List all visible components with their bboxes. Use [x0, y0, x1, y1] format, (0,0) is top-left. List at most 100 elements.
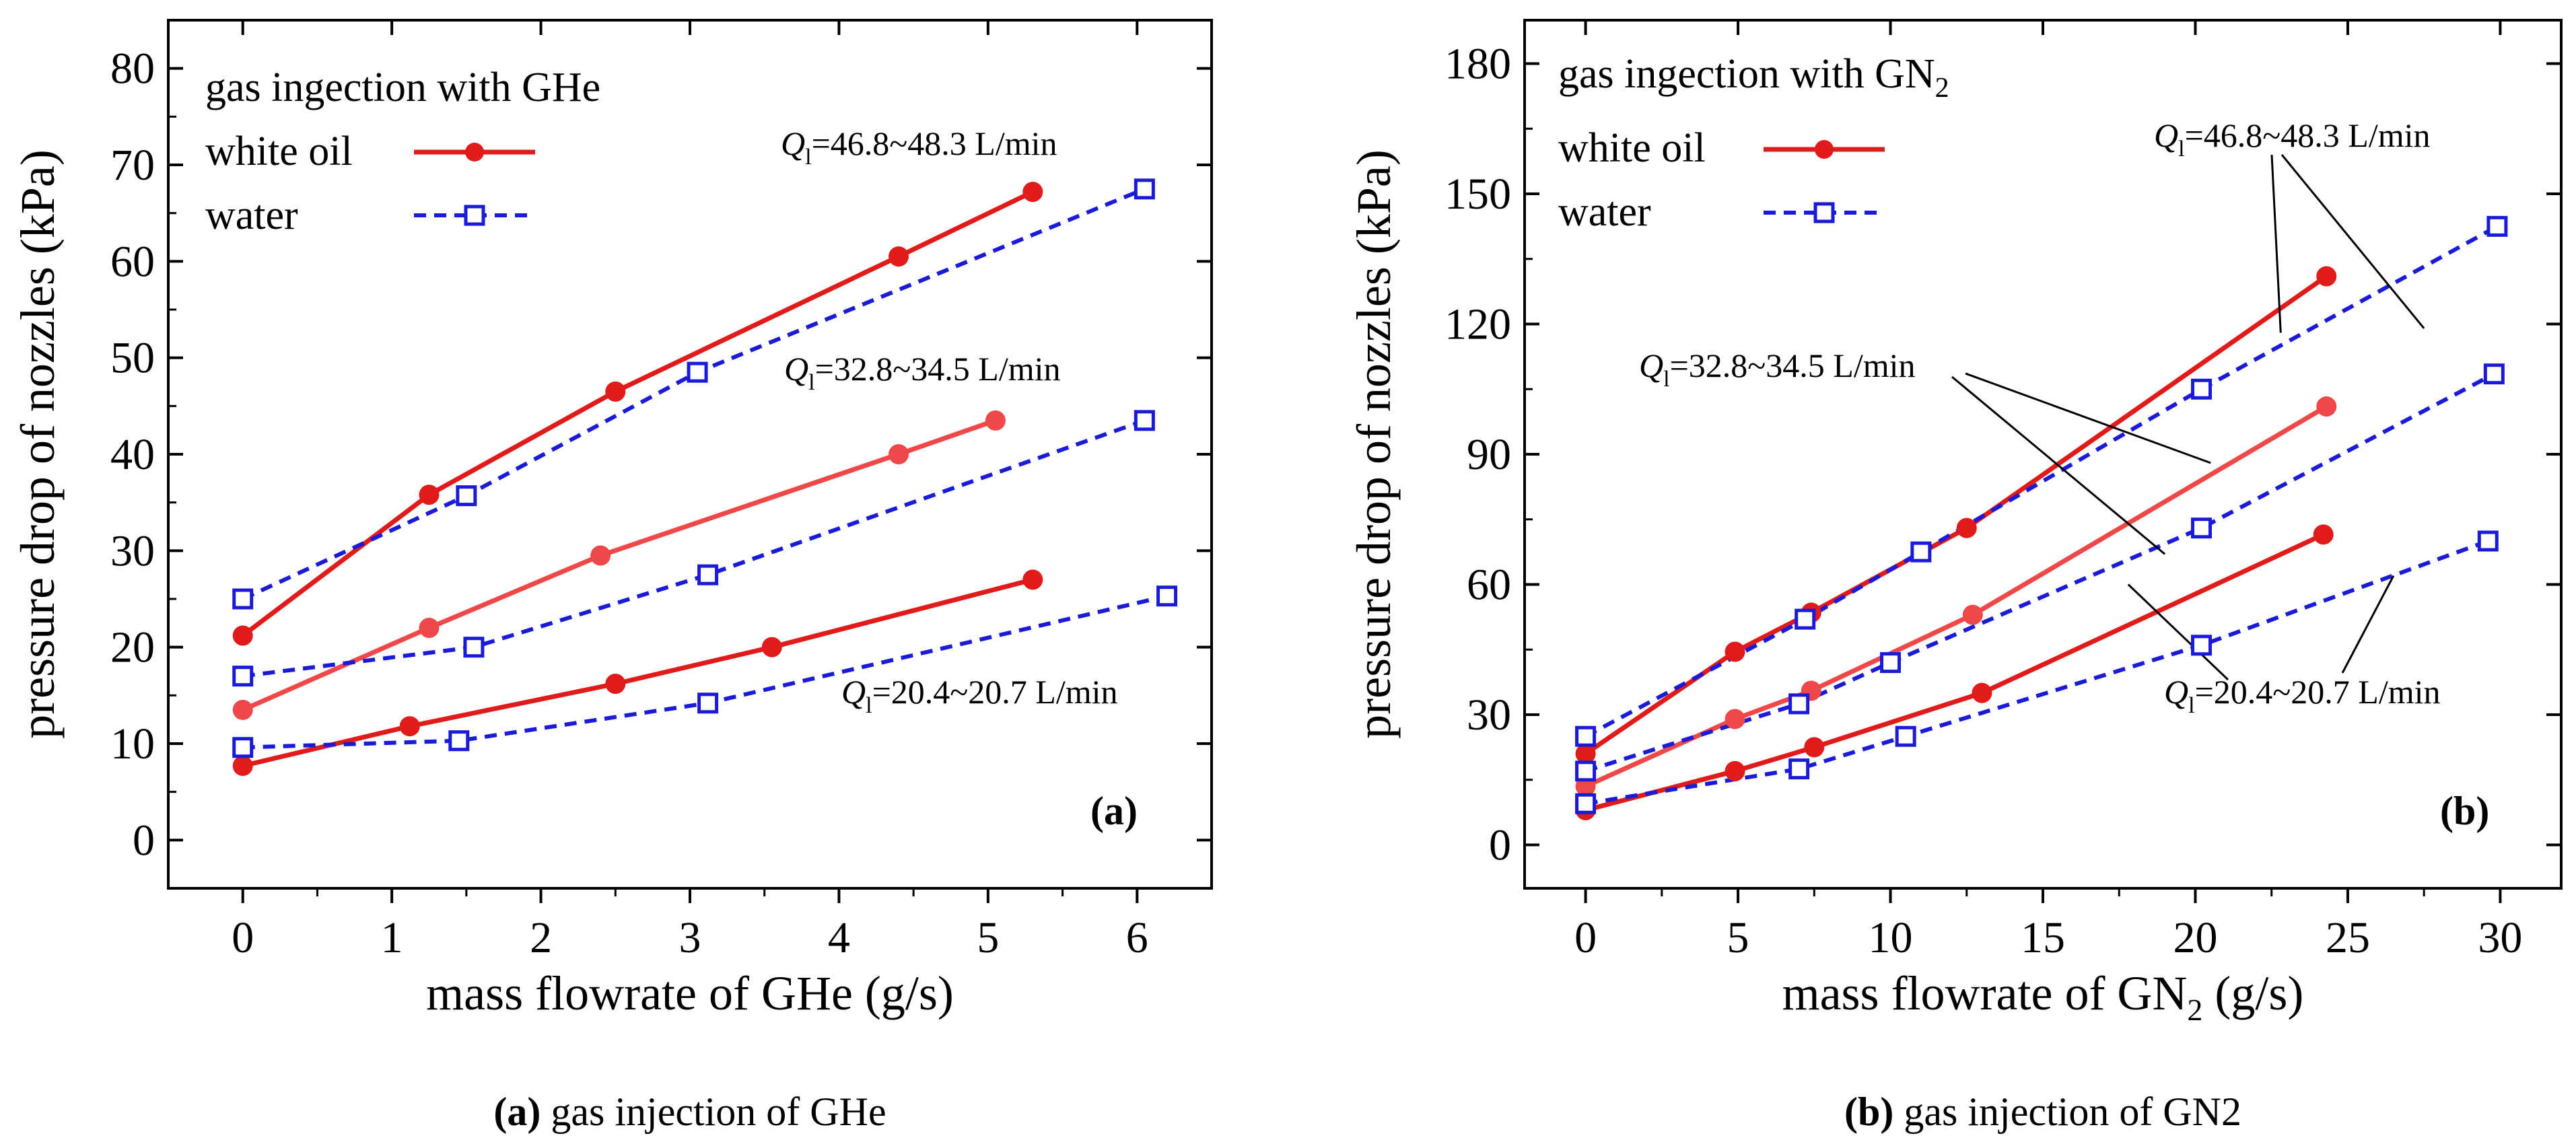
- data-point-water-4-b: [1788, 693, 1810, 715]
- series-line-white-oil-1-b: [1585, 404, 2328, 789]
- caption-b: (b) gas injection of GN2: [1844, 1090, 2241, 1134]
- x-tick-label-a: 4: [828, 913, 850, 962]
- data-point-water-4-b: [2191, 518, 2213, 539]
- data-point-water-3-b: [1910, 541, 1932, 563]
- data-point-water-5-b: [1575, 793, 1597, 814]
- x-tick-label-b: 5: [1727, 913, 1749, 962]
- legend-marker-white-oil-b: [1815, 140, 1834, 159]
- annotation-leaders-b: [1951, 154, 2425, 681]
- annotation-leader-line: [2270, 154, 2282, 333]
- y-axis-title-b: pressure drop of nozzles (kPa): [1347, 149, 1401, 739]
- annotation-leader-line: [2281, 154, 2425, 329]
- data-point-water-5-a: [448, 730, 470, 752]
- data-point-water-4-b: [1880, 652, 1902, 674]
- data-point-white-oil-0-a: [1022, 182, 1043, 203]
- panel-tag-b: (b): [2440, 789, 2489, 833]
- data-point-water-4-b: [1575, 760, 1597, 782]
- data-point-white-oil-1-b: [1725, 709, 1745, 729]
- data-point-white-oil-2-b: [2313, 524, 2334, 545]
- legend-label-white-oil-b: white oil: [1558, 125, 1706, 171]
- data-point-water-5-b: [2477, 530, 2499, 552]
- data-point-water-3-b: [1575, 725, 1597, 747]
- x-tick-label-a: 5: [977, 913, 999, 962]
- data-point-white-oil-0-a: [419, 485, 440, 505]
- annotation-flow-low-b: Ql=20.4~20.7 L/min: [2164, 673, 2441, 718]
- data-point-water-3-a: [1134, 178, 1155, 200]
- x-tick-label-b: 20: [2173, 913, 2217, 962]
- data-point-white-oil-2-a: [399, 716, 420, 737]
- x-tick-label-b: 25: [2326, 913, 2370, 962]
- data-point-white-oil-0-a: [232, 625, 253, 646]
- y-tick-label-b: 30: [1467, 690, 1511, 740]
- data-point-white-oil-2-a: [761, 637, 782, 657]
- annotation-flow-low-a: Ql=20.4~20.7 L/min: [841, 673, 1118, 718]
- data-point-white-oil-2-b: [1725, 760, 1745, 781]
- data-point-water-3-b: [1795, 608, 1816, 630]
- annotation-leader-line: [1951, 376, 2166, 555]
- y-tick-label-a: 80: [110, 44, 155, 94]
- y-tick-label-b: 90: [1467, 430, 1511, 479]
- data-point-water-5-a: [232, 737, 254, 758]
- x-tick-label-a: 3: [679, 913, 701, 962]
- x-tick-label-a: 6: [1126, 913, 1148, 962]
- x-axis-title-b: mass flowrate of GN2 (g/s): [1782, 966, 2304, 1027]
- data-point-white-oil-1-a: [985, 410, 1006, 431]
- data-point-white-oil-1-a: [590, 545, 611, 566]
- chart-panel-b: 0 30 60 90 120 150 180 0 5 10 15 20 25 30 pressure dr…: [1347, 19, 2563, 1134]
- data-point-water-4-b: [2483, 363, 2505, 385]
- x-tick-label-b: 10: [1869, 913, 1913, 962]
- data-point-white-oil-2-a: [1022, 569, 1043, 590]
- series-line-white-oil-1-a: [242, 418, 997, 713]
- legend-a: gas ingection with GHe white oil water: [205, 65, 600, 238]
- caption-a: (a) gas injection of GHe: [493, 1090, 886, 1134]
- x-tick-label-b: 15: [2021, 913, 2065, 962]
- data-point-water-5-a: [697, 692, 719, 714]
- x-tick-label-a: 2: [530, 913, 552, 962]
- annotation-flow-high-b: Ql=46.8~48.3 L/min: [2154, 116, 2431, 162]
- data-point-water-4-a: [463, 637, 485, 658]
- data-point-white-oil-2-a: [605, 674, 626, 694]
- data-point-white-oil-0-b: [1725, 641, 1745, 662]
- data-point-white-oil-1-b: [1962, 604, 1983, 625]
- panel-tag-a: (a): [1090, 789, 1138, 833]
- legend-label-water-b: water: [1558, 189, 1651, 235]
- data-point-water-4-a: [1134, 410, 1155, 431]
- y-tick-label-b: 120: [1444, 300, 1511, 349]
- y-tick-label-b: 180: [1444, 40, 1511, 89]
- legend-b: gas ingection with GN2 white oil water: [1558, 51, 1949, 235]
- data-point-white-oil-0-b: [1575, 744, 1596, 764]
- data-point-water-4-a: [232, 666, 254, 687]
- y-tick-label-a: 50: [110, 334, 155, 383]
- annotation-flow-high-a: Ql=46.8~48.3 L/min: [781, 124, 1057, 170]
- y-axis-title-a: pressure drop of nozzles (kPa): [11, 149, 65, 739]
- data-point-water-3-b: [2191, 378, 2213, 400]
- data-point-white-oil-1-a: [419, 618, 440, 638]
- data-point-water-3-a: [687, 361, 708, 383]
- x-tick-label-a: 1: [381, 913, 403, 962]
- data-point-white-oil-2-b: [1972, 682, 1992, 703]
- x-tick-label-a: 0: [232, 913, 254, 962]
- y-tick-label-a: 30: [110, 526, 155, 575]
- y-tick-label-b: 0: [1489, 821, 1511, 870]
- y-tick-label-a: 10: [110, 719, 155, 769]
- series-line-water-3-a: [242, 187, 1146, 601]
- y-tick-label-a: 20: [110, 623, 155, 672]
- data-point-white-oil-1-a: [232, 699, 253, 720]
- annotation-flow-mid-b: Ql=32.8~34.5 L/min: [1639, 347, 1916, 392]
- data-point-water-3-b: [2486, 215, 2508, 237]
- legend-label-water-a: water: [205, 192, 298, 238]
- legend-marker-white-oil-a: [465, 143, 484, 162]
- series-line-white-oil-0-a: [241, 189, 1034, 638]
- y-tick-label-a: 60: [110, 237, 155, 286]
- data-point-white-oil-0-b: [1956, 518, 1977, 538]
- data-point-white-oil-0-b: [2316, 266, 2337, 287]
- y-tick-label-b: 60: [1467, 561, 1511, 610]
- legend-label-white-oil-a: white oil: [205, 129, 353, 174]
- data-point-water-4-a: [697, 564, 719, 585]
- y-tick-label-a: 0: [133, 816, 155, 865]
- data-point-water-3-a: [232, 588, 254, 610]
- chart-panel-a: 0 10 20 30 40 50 60 70 80 0 1 2 3 4 5 6 pressure drop o…: [11, 19, 1213, 1134]
- annotation-leader-line: [1965, 372, 2211, 464]
- y-tick-label-a: 40: [110, 430, 155, 479]
